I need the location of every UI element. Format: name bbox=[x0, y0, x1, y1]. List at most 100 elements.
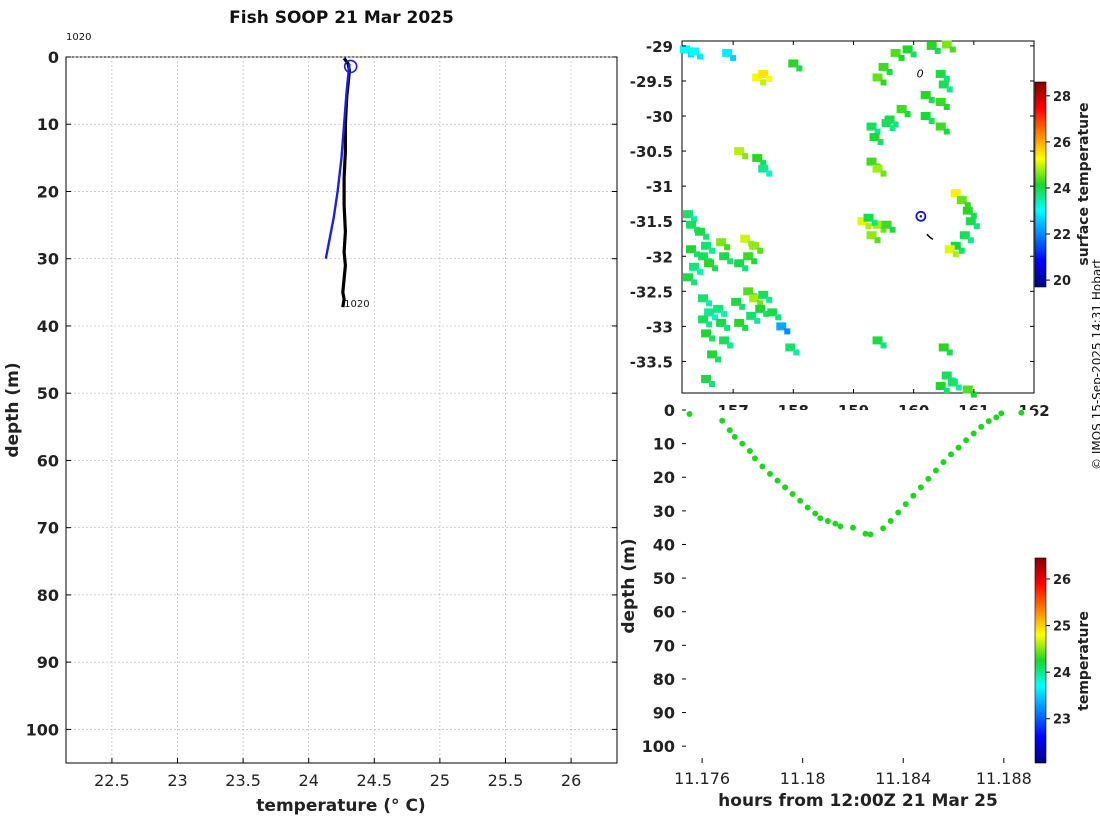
depth-time-point bbox=[862, 530, 869, 537]
sst-cell bbox=[697, 268, 704, 275]
sst-cell bbox=[766, 75, 773, 82]
sst-cell bbox=[902, 45, 913, 54]
profile-annotation: 1020 bbox=[344, 299, 369, 310]
sst-cell bbox=[695, 227, 706, 236]
sst-cell bbox=[683, 273, 694, 282]
sst-cell bbox=[715, 356, 722, 363]
sst-cell bbox=[760, 160, 767, 167]
sst-cell bbox=[941, 371, 952, 380]
sst-y-tick-label: -32.5 bbox=[630, 283, 673, 301]
sst-cell bbox=[880, 79, 887, 86]
sst-cell bbox=[946, 349, 953, 356]
sst-cell bbox=[686, 245, 697, 254]
sst-cell bbox=[742, 153, 749, 160]
sst-y-tick-label: -29.5 bbox=[630, 73, 673, 91]
sst-cell bbox=[691, 216, 698, 223]
ship-position-marker bbox=[915, 210, 927, 222]
sst-cell bbox=[746, 311, 757, 320]
sst-cell bbox=[928, 118, 935, 125]
sst-map-cells bbox=[680, 40, 980, 398]
depth-time-point bbox=[895, 509, 902, 516]
sst-cell bbox=[716, 238, 727, 247]
profile-x-tick-label: 25.5 bbox=[488, 771, 524, 790]
sst-cell bbox=[701, 329, 712, 338]
depth-time-point bbox=[940, 459, 947, 466]
depth-time-point bbox=[804, 504, 811, 511]
sst-cell bbox=[866, 122, 877, 131]
sst-cell bbox=[724, 324, 731, 331]
figure-title: Fish SOOP 21 Mar 2025 bbox=[229, 8, 454, 28]
sst-cell bbox=[943, 75, 950, 82]
depth-time-point bbox=[824, 517, 831, 524]
sst-cell bbox=[743, 252, 754, 261]
depth-time-point bbox=[955, 444, 962, 451]
depth-time-point bbox=[837, 523, 844, 530]
sst-cell bbox=[775, 314, 782, 321]
sst-cell bbox=[716, 318, 727, 327]
profile-y-tick-label: 30 bbox=[37, 250, 59, 269]
sst-cell bbox=[959, 231, 970, 240]
sst-y-tick-label: -30 bbox=[646, 108, 673, 126]
depth-time-y-tick-label: 10 bbox=[653, 435, 675, 454]
temperature-colorbar-tick-label: 25 bbox=[1053, 620, 1071, 635]
sst-cell bbox=[935, 122, 946, 131]
sst-colorbar-tick-label: 24 bbox=[1053, 182, 1071, 197]
sst-cell bbox=[869, 133, 880, 142]
sst-cell bbox=[934, 47, 941, 54]
sst-cell bbox=[734, 318, 745, 327]
depth-time-points bbox=[686, 409, 1025, 538]
sst-colorbar-label: surface temperature bbox=[1076, 102, 1092, 265]
reference-profile-line bbox=[324, 63, 351, 259]
sst-cell bbox=[730, 54, 737, 61]
sst-cell bbox=[866, 157, 877, 166]
depth-time-x-label: hours from 12:00Z 21 Mar 25 bbox=[718, 791, 998, 811]
sst-cell bbox=[970, 391, 977, 398]
sst-cell bbox=[904, 111, 911, 118]
sst-cell bbox=[712, 314, 719, 321]
sst-cell bbox=[757, 300, 764, 307]
sst-colorbar bbox=[1034, 81, 1047, 288]
sst-y-tick-label: -29 bbox=[646, 38, 673, 56]
depth-time-point bbox=[774, 477, 781, 484]
temperature-colorbar-tick-label: 26 bbox=[1053, 573, 1071, 588]
sst-cell bbox=[950, 189, 961, 198]
sst-cell bbox=[751, 258, 758, 265]
profile-y-tick-label: 80 bbox=[37, 586, 59, 605]
sst-cell bbox=[965, 217, 976, 226]
depth-time-x-tick-label: 11.184 bbox=[875, 769, 931, 788]
sst-cell bbox=[863, 213, 874, 222]
sst-cell bbox=[739, 303, 746, 310]
sst-cell bbox=[703, 233, 710, 240]
profile-chart: 22.5 23 23.5 24 24.5 25 25.5 26 010203040506070… bbox=[3, 32, 618, 816]
sst-cell bbox=[709, 380, 716, 387]
sst-cell bbox=[754, 317, 761, 324]
sst-cell bbox=[796, 65, 803, 72]
temperature-colorbar-tick-label: 24 bbox=[1053, 666, 1071, 681]
depth-time-y-tick-label: 20 bbox=[653, 468, 675, 487]
depth-time-point bbox=[902, 501, 909, 508]
sst-cell bbox=[871, 219, 878, 226]
sst-cell bbox=[704, 308, 715, 317]
profile-start-marker bbox=[343, 59, 358, 74]
sst-cell bbox=[880, 226, 887, 233]
sst-cell bbox=[686, 220, 697, 229]
depth-time-point bbox=[849, 524, 856, 531]
depth-time-point bbox=[719, 417, 726, 424]
sst-cell bbox=[766, 296, 773, 303]
sst-cell bbox=[722, 48, 733, 57]
sst-cell bbox=[943, 128, 950, 135]
sst-cell bbox=[698, 252, 709, 261]
sst-cell bbox=[749, 294, 760, 303]
sst-cell bbox=[743, 287, 754, 296]
depth-time-point bbox=[812, 510, 819, 517]
temperature-colorbar-tick-label: 23 bbox=[1053, 713, 1071, 728]
sst-cell bbox=[694, 251, 701, 258]
sst-cell bbox=[749, 241, 760, 250]
depth-time-point bbox=[970, 430, 977, 437]
sst-cell bbox=[877, 139, 884, 146]
sst-cell bbox=[689, 47, 700, 56]
sst-cell bbox=[920, 90, 931, 99]
temperature-colorbar bbox=[1034, 557, 1047, 764]
depth-time-point bbox=[746, 448, 753, 455]
sst-cell bbox=[881, 220, 892, 229]
